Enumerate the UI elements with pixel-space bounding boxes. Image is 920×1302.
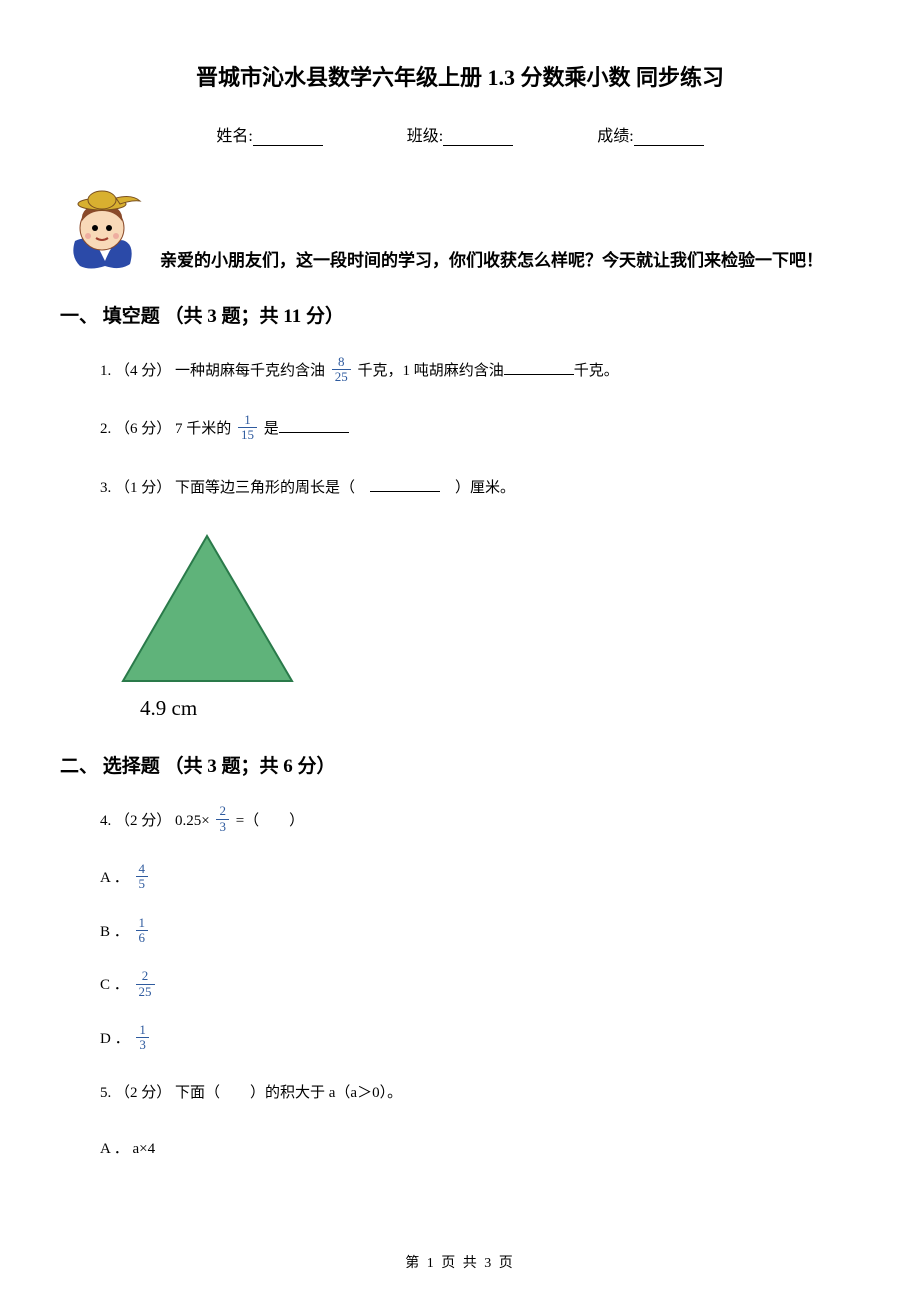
q1-blank — [504, 374, 574, 375]
choice-a: A ． 4 5 — [100, 864, 860, 894]
choice-c-label: C ． — [100, 978, 129, 994]
q4-prefix: 4. （2 分） 0.25× — [100, 813, 213, 829]
section1-header: 一、 填空题 （共 3 题；共 11 分） — [60, 301, 860, 328]
q3-suffix: ）厘米。 — [440, 480, 515, 496]
choice-b-fraction: 1 6 — [136, 916, 149, 946]
choice-d-fraction: 1 3 — [136, 1023, 149, 1053]
q1-frac-num: 8 — [332, 355, 351, 370]
question-3: 3. （1 分） 下面等边三角形的周长是（ ）厘米。 — [100, 473, 860, 503]
q4-frac-den: 3 — [216, 820, 229, 834]
q2-blank — [279, 432, 349, 433]
choice-b-label: B ． — [100, 924, 129, 940]
intro-text: 亲爱的小朋友们，这一段时间的学习，你们收获怎么样呢？今天就让我们来检验一下吧！ — [160, 246, 823, 276]
choice-d-label: D ． — [100, 1031, 130, 1047]
choice-c-fraction: 2 25 — [136, 969, 155, 999]
question-5: 5. （2 分） 下面（ ）的积大于 a（a＞0）。 — [100, 1078, 860, 1108]
class-label: 班级: — [407, 128, 443, 145]
info-line: 姓名: 班级: 成绩: — [60, 122, 860, 146]
q2-frac-num: 1 — [238, 413, 257, 428]
q5-choice-a: A ． a×4 — [100, 1141, 155, 1157]
page-footer: 第 1 页 共 3 页 — [0, 1252, 920, 1272]
choice-c: C ． 2 25 — [100, 971, 860, 1001]
choice-5a: A ． a×4 — [100, 1136, 860, 1163]
q5-text: 5. （2 分） 下面（ ）的积大于 a（a＞0）。 — [100, 1085, 402, 1101]
triangle-figure: 4.9 cm — [115, 531, 860, 721]
q4-frac-num: 2 — [216, 804, 229, 819]
q1-frac-den: 25 — [332, 370, 351, 384]
choice-c-den: 25 — [136, 985, 155, 999]
q2-fraction: 1 15 — [238, 413, 257, 443]
q4-suffix: =（ ） — [236, 813, 304, 829]
q2-mid: 是 — [264, 421, 279, 437]
q4-fraction: 2 3 — [216, 804, 229, 834]
choice-c-num: 2 — [136, 969, 155, 984]
triangle-label: 4.9 cm — [140, 696, 860, 721]
question-1: 1. （4 分） 一种胡麻每千克约含油 8 25 千克，1 吨胡麻约含油 千克。 — [100, 356, 860, 386]
class-blank — [443, 128, 513, 146]
q1-mid: 千克，1 吨胡麻约含油 — [358, 363, 504, 379]
choice-a-den: 5 — [136, 877, 149, 891]
score-blank — [634, 128, 704, 146]
choice-d-num: 1 — [136, 1023, 149, 1038]
choice-d: D ． 1 3 — [100, 1025, 860, 1055]
q1-fraction: 8 25 — [332, 355, 351, 385]
q3-blank — [370, 491, 440, 492]
q2-frac-den: 15 — [238, 428, 257, 442]
question-2: 2. （6 分） 7 千米的 1 15 是 — [100, 414, 860, 444]
name-label: 姓名: — [216, 128, 252, 145]
q1-prefix: 1. （4 分） 一种胡麻每千克约含油 — [100, 363, 329, 379]
choice-a-label: A ． — [100, 870, 129, 886]
choice-b-num: 1 — [136, 916, 149, 931]
choice-a-fraction: 4 5 — [136, 862, 149, 892]
q2-prefix: 2. （6 分） 7 千米的 — [100, 421, 235, 437]
section2-header: 二、 选择题 （共 3 题；共 6 分） — [60, 751, 860, 778]
choice-b: B ． 1 6 — [100, 918, 860, 948]
q3-text: 3. （1 分） 下面等边三角形的周长是（ — [100, 480, 370, 496]
name-blank — [253, 128, 323, 146]
score-label: 成绩: — [597, 128, 633, 145]
choice-a-num: 4 — [136, 862, 149, 877]
choice-d-den: 3 — [136, 1038, 149, 1052]
question-4: 4. （2 分） 0.25× 2 3 =（ ） — [100, 806, 860, 836]
choice-b-den: 6 — [136, 931, 149, 945]
mascot-icon — [60, 186, 150, 276]
q1-suffix: 千克。 — [574, 363, 619, 379]
page-title: 晋城市沁水县数学六年级上册 1.3 分数乘小数 同步练习 — [60, 60, 860, 92]
